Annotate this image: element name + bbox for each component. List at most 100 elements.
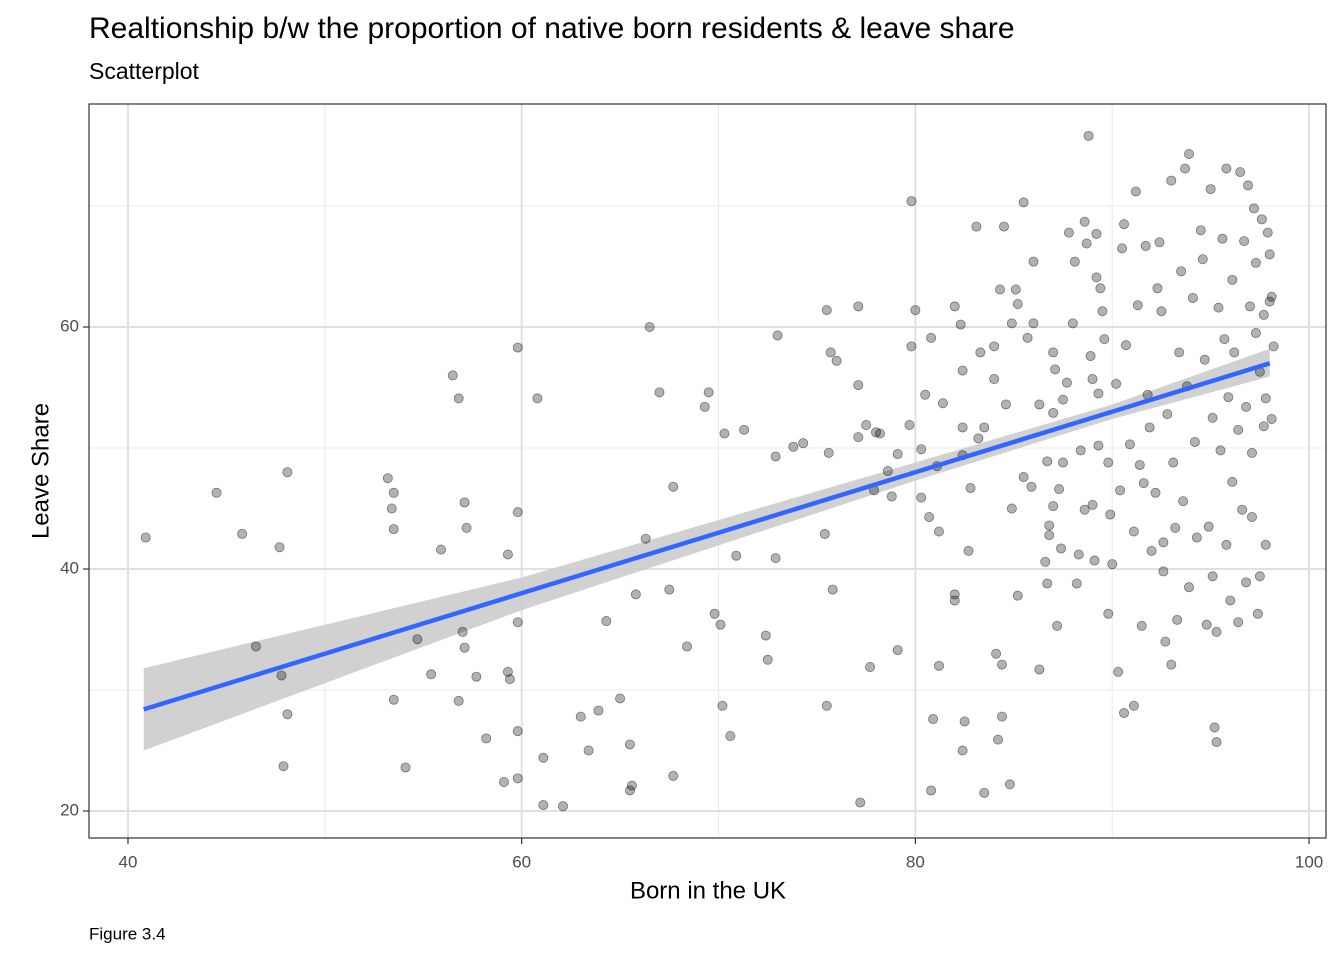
point	[481, 733, 492, 744]
point	[926, 332, 937, 343]
point	[1183, 582, 1194, 593]
point	[979, 787, 990, 798]
fit-layer	[143, 361, 1271, 712]
point	[1058, 457, 1069, 468]
point	[1075, 445, 1086, 456]
point	[1034, 399, 1045, 410]
point	[654, 387, 665, 398]
point	[1233, 424, 1244, 435]
point	[447, 370, 458, 381]
point	[965, 482, 976, 493]
point	[725, 730, 736, 741]
point	[1099, 334, 1110, 345]
point	[1058, 394, 1069, 405]
axes: 40 60 80 100 20 40 60	[60, 316, 1323, 871]
point	[504, 674, 515, 685]
point	[928, 714, 939, 725]
point	[853, 301, 864, 312]
point	[626, 780, 637, 791]
point	[1209, 722, 1220, 733]
point	[1117, 243, 1128, 254]
point	[1048, 501, 1059, 512]
point	[426, 669, 437, 680]
point	[1243, 180, 1254, 191]
point	[1089, 555, 1100, 566]
point	[1028, 318, 1039, 329]
y-tick-label: 40	[60, 558, 79, 577]
point	[1050, 364, 1061, 375]
point	[1026, 481, 1037, 492]
point	[989, 374, 1000, 385]
point	[1063, 227, 1074, 238]
point	[1144, 422, 1155, 433]
point	[1128, 526, 1139, 537]
point	[1241, 577, 1252, 588]
point	[1152, 283, 1163, 294]
point	[1233, 617, 1244, 628]
point	[1221, 539, 1232, 550]
point	[512, 773, 523, 784]
point	[412, 634, 423, 645]
x-tick-label: 60	[512, 852, 531, 871]
point	[1260, 539, 1271, 550]
point	[1250, 328, 1261, 339]
point	[1211, 626, 1222, 637]
point	[1217, 233, 1228, 244]
point	[1195, 225, 1206, 236]
point	[1168, 457, 1179, 468]
point	[1215, 445, 1226, 456]
point	[1012, 299, 1023, 310]
point	[1012, 590, 1023, 601]
point	[1052, 620, 1063, 631]
point	[1091, 272, 1102, 283]
point	[1134, 459, 1145, 470]
point	[498, 776, 509, 787]
point	[1189, 436, 1200, 447]
point	[924, 511, 935, 522]
point	[1097, 306, 1108, 317]
point	[1150, 487, 1161, 498]
point	[1042, 456, 1053, 467]
point	[892, 449, 903, 460]
point	[1183, 148, 1194, 159]
point	[949, 595, 960, 606]
point	[1197, 254, 1208, 265]
point	[1121, 340, 1132, 351]
point	[250, 641, 261, 652]
point	[1022, 332, 1033, 343]
point	[1266, 413, 1277, 424]
point	[1006, 503, 1017, 514]
point	[1079, 216, 1090, 227]
point	[1091, 228, 1102, 239]
point	[739, 424, 750, 435]
point	[1207, 412, 1218, 423]
panel-border	[88, 103, 1327, 839]
point	[715, 619, 726, 630]
chart-title: Realtionship b/w the proportion of nativ…	[89, 12, 1015, 45]
y-tick-label: 60	[60, 316, 79, 335]
point	[1187, 292, 1198, 303]
point	[1256, 214, 1267, 225]
x-tick-label: 40	[119, 852, 138, 871]
point	[1140, 240, 1151, 251]
point	[532, 393, 543, 404]
point	[1119, 708, 1130, 719]
point	[274, 542, 285, 553]
point	[1034, 664, 1045, 675]
point	[1205, 184, 1216, 195]
point	[575, 711, 586, 722]
point	[853, 380, 864, 391]
point	[140, 532, 151, 543]
point	[949, 301, 960, 312]
point	[1264, 249, 1275, 260]
point	[1095, 283, 1106, 294]
point	[461, 522, 472, 533]
point	[386, 503, 397, 514]
point	[453, 393, 464, 404]
point	[459, 497, 470, 508]
point	[831, 355, 842, 366]
point	[1044, 530, 1055, 541]
point	[933, 526, 944, 537]
point	[1260, 393, 1271, 404]
point	[1128, 700, 1139, 711]
